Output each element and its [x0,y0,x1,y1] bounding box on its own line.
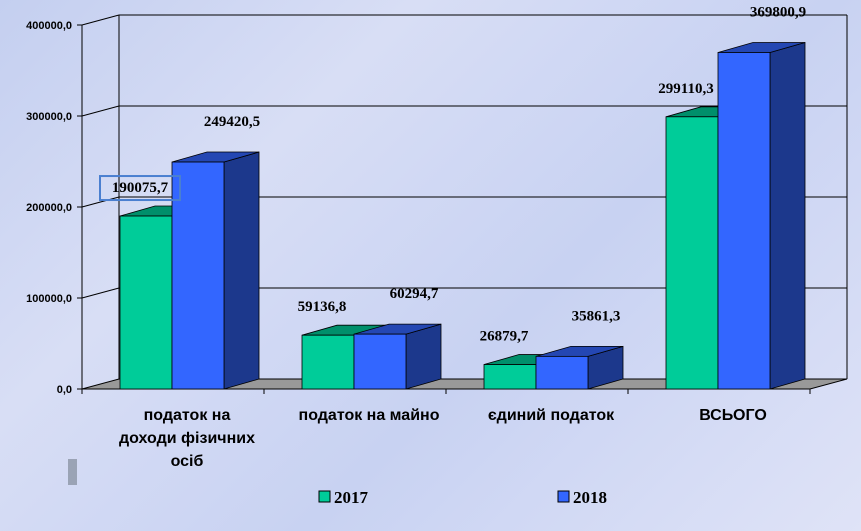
decorative-mark [68,459,77,485]
bar-2017 [483,364,537,390]
x-tick-label: податок на [144,407,231,424]
data-label: 249420,5 [204,114,260,130]
bar-side [405,323,442,390]
data-label: 369800,9 [750,4,806,20]
data-label: 35861,3 [572,308,621,324]
legend-swatch [557,490,570,503]
bar-2018 [717,52,771,390]
x-tick-label: ВСЬОГО [699,407,767,424]
data-label: 59136,8 [298,299,347,315]
bar-side [769,41,806,390]
y-tick-label: 300000,0 [26,111,72,123]
y-tick-label: 400000,0 [26,20,72,32]
bar-2017 [301,334,355,390]
bar-2018 [353,333,407,390]
y-tick-label: 0,0 [57,384,72,396]
bar-2017 [665,116,719,390]
data-label: 26879,7 [480,329,529,345]
data-label-box [99,175,181,202]
bar-2018 [535,355,589,390]
x-tick-label: податок на майно [299,407,440,424]
legend-label: 2018 [573,488,607,507]
x-tick-label: осіб [171,453,204,470]
gridline-side [81,196,120,208]
bar-2017 [119,215,173,390]
x-tick-label: доходи фізичних [119,430,255,447]
legend-swatch [318,490,331,503]
gridline-side [81,105,120,117]
gridline-side [81,287,120,299]
legend-label: 2017 [334,488,369,507]
y-tick-label: 200000,0 [26,202,72,214]
bar-side [223,151,260,390]
data-label: 60294,7 [390,286,439,302]
data-label: 299110,3 [658,81,713,97]
x-tick-label: єдиний податок [488,407,615,424]
y-tick-label: 100000,0 [26,293,72,305]
gridline-side [81,14,120,26]
data-label: 190075,7 [112,180,169,196]
